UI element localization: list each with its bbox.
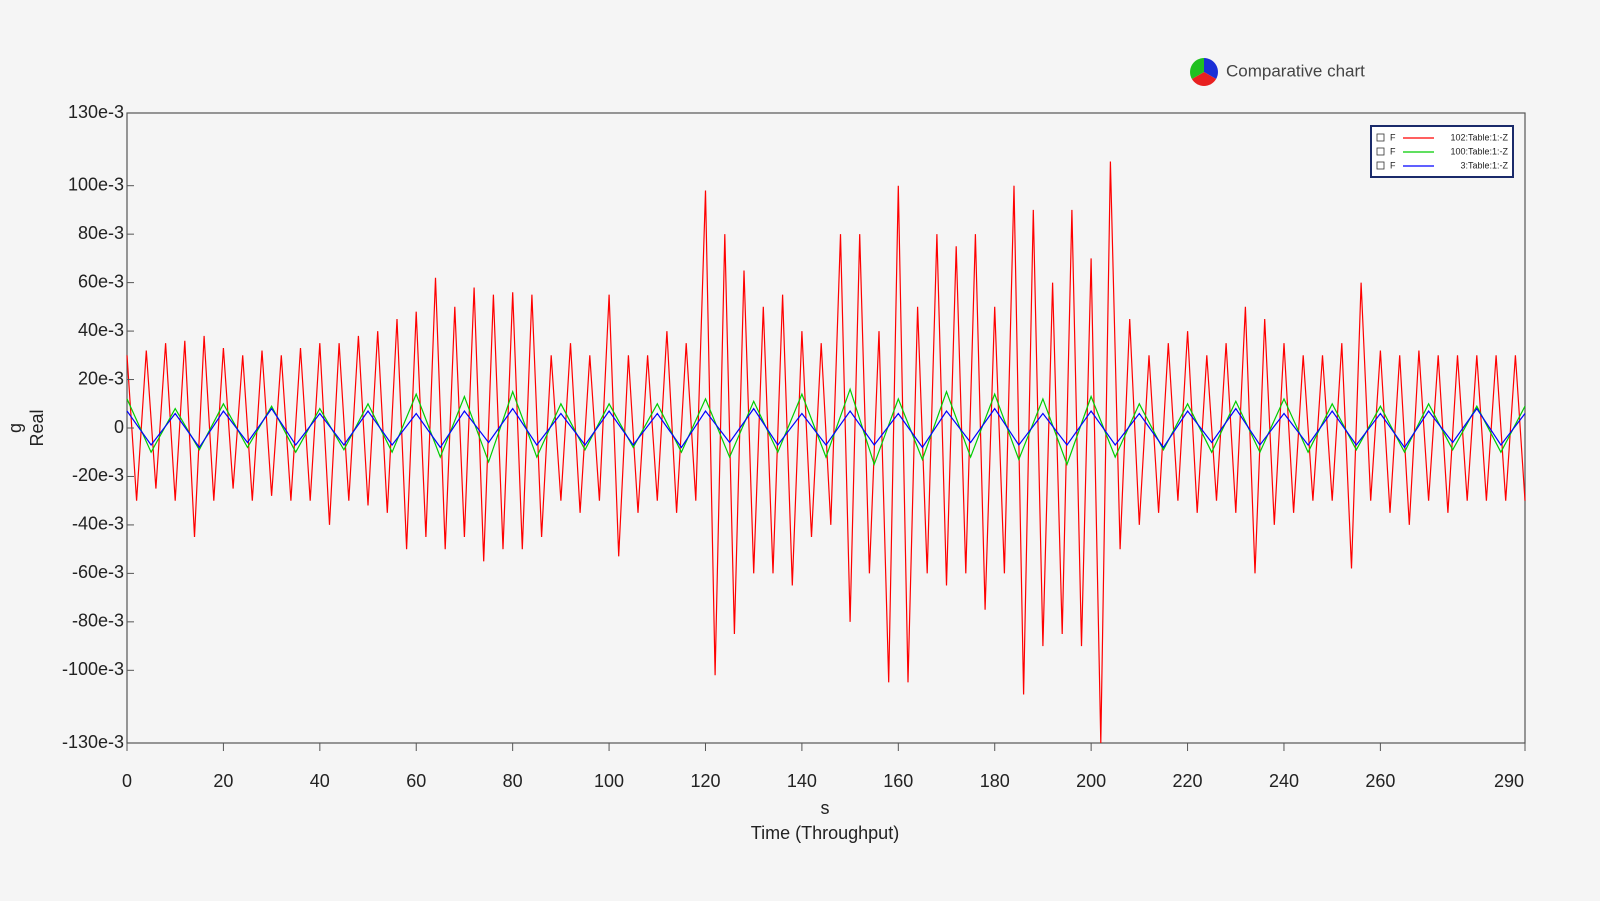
legend-label: 102:Table:1:-Z [1450,132,1508,142]
x-tick-label: 290 [1494,771,1524,791]
x-axis-label: Time (Throughput) [751,823,899,843]
x-tick-label: 20 [213,771,233,791]
header-title: Comparative chart [1226,61,1365,80]
x-tick-label: 120 [690,771,720,791]
series-line [126,407,1526,449]
x-axis-label: s [821,798,830,818]
legend-flag: F [1390,132,1396,142]
y-tick-label: -100e-3 [62,659,124,679]
legend-checkbox [1376,133,1385,142]
y-tick-label: 40e-3 [78,320,124,340]
y-axis-label: Real [27,409,47,446]
legend-flag: F [1390,160,1396,170]
y-tick-label: -80e-3 [72,611,124,631]
y-tick-label: 0 [114,417,124,437]
y-tick-label: 60e-3 [78,271,124,291]
x-tick-label: 240 [1269,771,1299,791]
legend-label: 3:Table:1:-Z [1460,160,1508,170]
x-tick-label: 100 [594,771,624,791]
legend-flag: F [1390,146,1396,156]
y-tick-label: -40e-3 [72,514,124,534]
legend: F 102:Table:1:-Z F 100:Table:1:-Z F 3:Table:1… [1370,125,1514,178]
header-icon [1190,58,1218,86]
y-tick-label: -130e-3 [62,732,124,752]
x-tick-label: 200 [1076,771,1106,791]
y-tick-label: -60e-3 [72,562,124,582]
y-tick-label: 80e-3 [78,223,124,243]
x-tick-label: 80 [503,771,523,791]
x-tick-label: 260 [1365,771,1395,791]
x-tick-label: 220 [1173,771,1203,791]
x-tick-label: 180 [980,771,1010,791]
legend-checkbox [1376,161,1385,170]
y-axis-label: g [5,423,25,433]
series-line [126,161,1526,744]
plot-marks [126,161,1526,744]
y-tick-label: -20e-3 [72,465,124,485]
x-tick-label: 140 [787,771,817,791]
y-tick-label: 20e-3 [78,368,124,388]
x-tick-label: 40 [310,771,330,791]
series-line [126,387,1526,467]
legend-label: 100:Table:1:-Z [1450,146,1508,156]
y-tick-label: 130e-3 [68,102,124,122]
x-tick-label: 60 [406,771,426,791]
y-tick-label: 100e-3 [68,174,124,194]
legend-checkbox [1376,147,1385,156]
x-tick-label: 160 [883,771,913,791]
x-tick-label: 0 [122,771,132,791]
